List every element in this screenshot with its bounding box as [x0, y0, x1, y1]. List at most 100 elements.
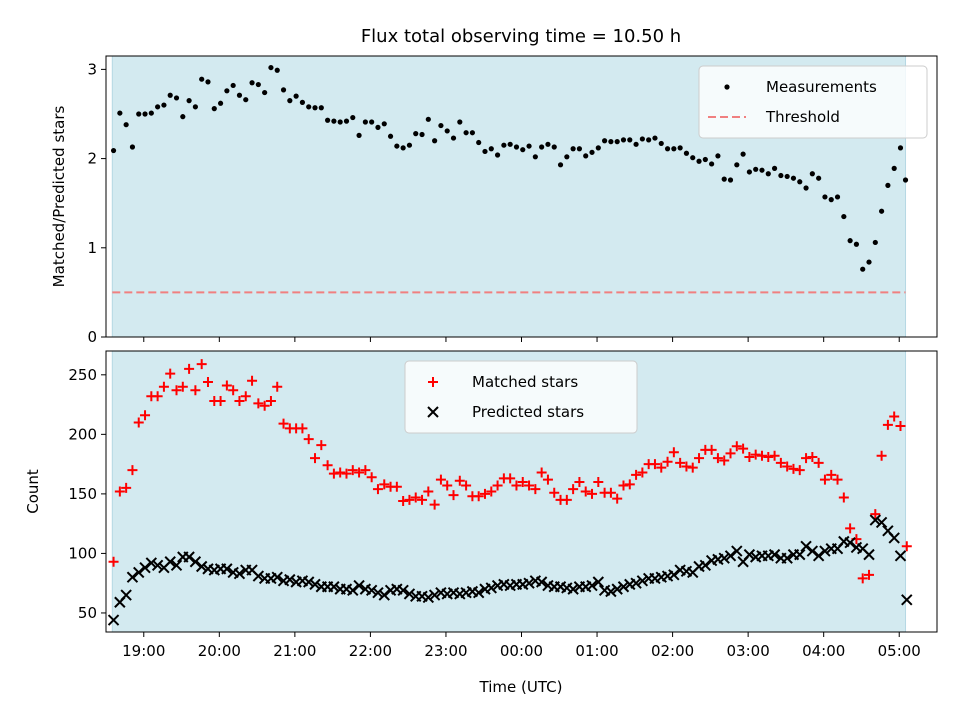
data-point: [631, 469, 642, 480]
data-point: [901, 541, 912, 552]
data-point: [190, 385, 201, 396]
data-point: [570, 146, 576, 152]
data-point: [350, 114, 356, 121]
data-point: [322, 460, 333, 471]
data-point: [580, 486, 591, 497]
data-point: [148, 110, 154, 116]
data-point: [186, 98, 192, 104]
data-point: [756, 450, 767, 461]
data-point: [624, 479, 635, 490]
data-point: [895, 421, 906, 432]
data-point: [274, 67, 280, 73]
data-point: [794, 548, 806, 561]
data-point: [196, 359, 207, 370]
data-point: [536, 467, 547, 478]
data-point: [505, 473, 516, 484]
data-point: [108, 556, 119, 567]
data-point: [482, 148, 488, 155]
data-point: [211, 106, 217, 112]
data-point: [152, 391, 163, 402]
data-point: [614, 139, 620, 145]
data-point: [303, 576, 315, 588]
x-tick-label: 23:00: [424, 642, 467, 660]
data-point: [422, 591, 435, 604]
x-tick-label: 00:00: [500, 642, 543, 660]
data-point: [885, 182, 891, 188]
data-point: [876, 450, 887, 461]
data-point: [400, 145, 406, 151]
data-point: [677, 145, 683, 151]
data-point: [731, 441, 742, 452]
data-point: [595, 145, 601, 151]
data-point: [738, 443, 749, 454]
data-point: [423, 486, 434, 497]
data-point: [681, 461, 692, 472]
data-point: [530, 484, 541, 495]
data-point: [520, 147, 526, 153]
data-point: [845, 523, 856, 534]
data-point: [463, 130, 469, 136]
data-point: [639, 136, 645, 142]
data-point: [410, 492, 421, 503]
data-point: [120, 589, 132, 601]
data-point: [860, 266, 866, 272]
data-point: [822, 194, 828, 200]
x-tick-label: 03:00: [727, 642, 770, 660]
data-point: [192, 104, 198, 110]
data-point: [444, 128, 450, 134]
data-point: [557, 162, 564, 168]
data-point: [826, 469, 837, 480]
data-point: [592, 576, 605, 588]
data-point: [404, 494, 415, 505]
data-point: [656, 462, 667, 473]
data-point: [612, 493, 623, 504]
data-point: [750, 449, 761, 460]
data-point: [901, 594, 913, 606]
data-point: [328, 468, 339, 479]
data-point: [902, 177, 909, 183]
data-point: [372, 587, 384, 599]
data-point: [110, 147, 117, 154]
data-point: [472, 587, 485, 599]
data-point: [252, 570, 265, 582]
y-tick-label: 1: [87, 239, 97, 257]
data-point: [819, 474, 830, 485]
data-point: [719, 455, 730, 466]
data-point: [184, 363, 195, 374]
data-point: [801, 453, 812, 464]
data-point: [620, 137, 627, 143]
data-point: [875, 516, 888, 529]
data-point: [419, 131, 425, 138]
data-point: [429, 499, 440, 510]
data-point: [369, 119, 375, 125]
data-point: [630, 577, 642, 589]
data-point: [765, 171, 771, 177]
data-point: [233, 567, 246, 580]
data-point: [809, 171, 815, 177]
data-point: [894, 550, 907, 562]
data-point: [771, 165, 778, 171]
data-point: [140, 410, 151, 421]
data-point: [297, 423, 308, 434]
data-point: [740, 151, 746, 157]
data-point: [627, 137, 633, 143]
data-point: [328, 581, 340, 593]
data-point: [306, 104, 312, 110]
data-point: [611, 583, 623, 595]
data-point: [768, 548, 781, 561]
data-point: [139, 561, 151, 574]
data-point: [617, 581, 630, 593]
data-point: [800, 540, 812, 552]
data-point: [230, 82, 236, 89]
data-point: [341, 468, 352, 479]
data-point: [888, 532, 900, 544]
data-point: [189, 556, 202, 568]
data-point: [450, 135, 457, 141]
data-point: [759, 167, 765, 173]
data-point: [702, 156, 708, 163]
data-point: [145, 557, 158, 569]
data-point: [551, 144, 557, 150]
data-point: [406, 142, 413, 148]
data-point: [712, 453, 723, 464]
